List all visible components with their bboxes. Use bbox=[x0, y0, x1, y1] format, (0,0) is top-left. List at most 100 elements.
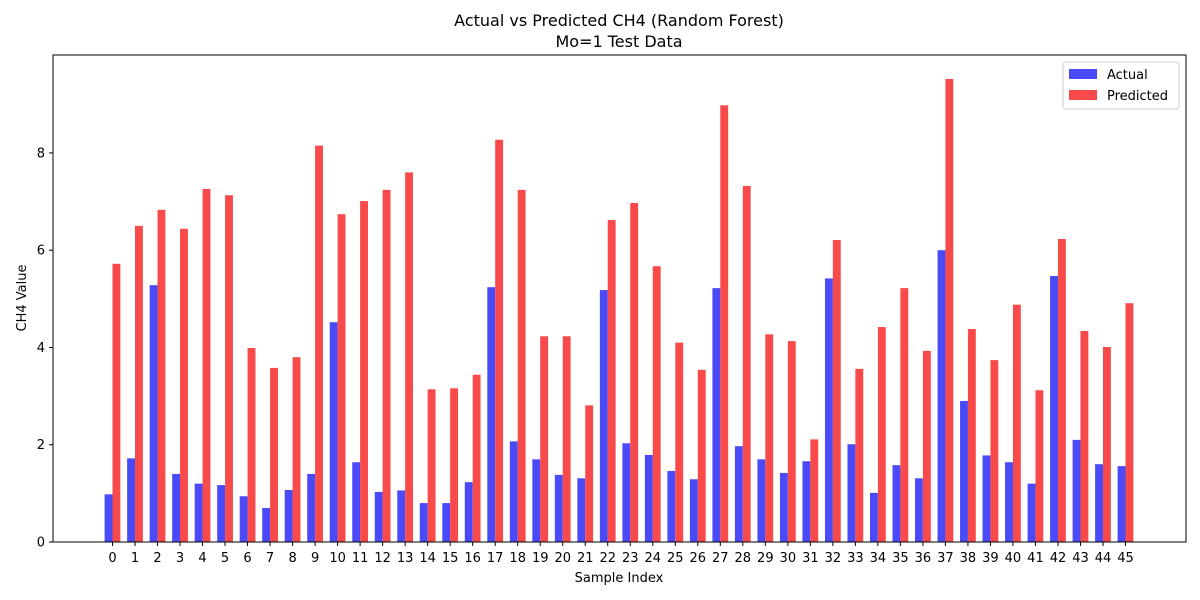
bar-actual-38 bbox=[960, 400, 968, 542]
x-tick-label: 26 bbox=[690, 551, 707, 566]
bar-predicted-2 bbox=[157, 209, 166, 543]
bar-predicted-13 bbox=[405, 172, 414, 542]
bar-predicted-28 bbox=[742, 185, 751, 543]
x-tick-label: 13 bbox=[397, 551, 414, 566]
bar-actual-42 bbox=[1050, 275, 1058, 542]
bar-actual-18 bbox=[509, 441, 518, 542]
x-tick-label: 25 bbox=[667, 551, 684, 566]
x-tick-label: 33 bbox=[847, 551, 864, 566]
y-tick-label: 0 bbox=[37, 536, 45, 551]
bar-predicted-31 bbox=[810, 439, 819, 542]
x-axis-label: Sample Index bbox=[575, 571, 664, 586]
bar-predicted-27 bbox=[720, 105, 729, 542]
bar-predicted-8 bbox=[292, 357, 301, 542]
bar-actual-0 bbox=[104, 494, 113, 542]
x-tick-label: 28 bbox=[735, 551, 752, 566]
bar-actual-31 bbox=[802, 461, 811, 542]
x-tick-label: 22 bbox=[599, 551, 616, 566]
x-tick-label: 35 bbox=[892, 551, 909, 566]
bar-predicted-38 bbox=[967, 328, 976, 542]
x-tick-label: 5 bbox=[221, 551, 229, 566]
bar-predicted-30 bbox=[787, 341, 796, 542]
bar-predicted-10 bbox=[337, 214, 346, 542]
x-tick-label: 18 bbox=[509, 551, 526, 566]
legend: Actual Predicted bbox=[1062, 61, 1180, 110]
x-tick-label: 14 bbox=[419, 551, 436, 566]
x-tick-label: 24 bbox=[644, 551, 661, 566]
bar-actual-44 bbox=[1095, 464, 1103, 542]
x-tick-label: 9 bbox=[311, 551, 319, 566]
bar-actual-43 bbox=[1072, 439, 1081, 542]
bar-actual-33 bbox=[847, 444, 856, 542]
x-tick-label: 16 bbox=[464, 551, 481, 566]
bar-predicted-37 bbox=[945, 79, 954, 542]
x-tick-label: 34 bbox=[870, 551, 887, 566]
bar-predicted-35 bbox=[900, 288, 909, 542]
bar-actual-27 bbox=[712, 288, 721, 542]
bar-actual-45 bbox=[1117, 466, 1126, 542]
bar-predicted-25 bbox=[675, 342, 684, 542]
bar-predicted-44 bbox=[1102, 346, 1111, 542]
x-tick-label: 12 bbox=[374, 551, 391, 566]
bar-predicted-18 bbox=[517, 189, 526, 543]
bar-predicted-39 bbox=[990, 360, 999, 542]
bar-predicted-29 bbox=[765, 334, 774, 542]
x-tick-label: 21 bbox=[577, 551, 594, 566]
y-tick-label: 6 bbox=[37, 244, 45, 259]
x-tick-label: 17 bbox=[487, 551, 504, 566]
x-tick-label: 39 bbox=[982, 551, 999, 566]
bar-predicted-1 bbox=[135, 225, 143, 543]
bar-actual-17 bbox=[487, 287, 496, 542]
x-tick-label: 3 bbox=[176, 551, 184, 566]
x-tick-label: 40 bbox=[1005, 551, 1022, 566]
x-tick-label: 38 bbox=[960, 551, 977, 566]
bar-actual-8 bbox=[284, 489, 293, 542]
bar-actual-32 bbox=[824, 278, 833, 542]
bar-predicted-5 bbox=[225, 195, 233, 543]
bar-actual-23 bbox=[622, 443, 631, 542]
y-tick-label: 8 bbox=[37, 146, 45, 161]
y-tick-label: 2 bbox=[37, 438, 45, 453]
bar-actual-21 bbox=[577, 478, 586, 542]
bar-predicted-43 bbox=[1080, 330, 1089, 542]
bar-predicted-16 bbox=[472, 374, 481, 542]
bar-actual-5 bbox=[217, 485, 226, 542]
bar-predicted-11 bbox=[360, 201, 369, 542]
x-tick-label: 20 bbox=[554, 551, 571, 566]
x-tick-label: 11 bbox=[352, 551, 369, 566]
bar-actual-4 bbox=[194, 483, 203, 542]
bar-actual-41 bbox=[1027, 483, 1036, 542]
bar-actual-28 bbox=[734, 446, 743, 542]
bar-actual-2 bbox=[149, 285, 158, 542]
bar-actual-30 bbox=[779, 472, 788, 542]
bar-actual-25 bbox=[667, 470, 676, 542]
bar-actual-1 bbox=[127, 458, 136, 542]
x-tick-label: 31 bbox=[802, 551, 819, 566]
x-tick-label: 44 bbox=[1095, 551, 1112, 566]
bar-actual-9 bbox=[307, 473, 316, 542]
plot-frame bbox=[52, 54, 1187, 543]
x-tick-label: 7 bbox=[266, 551, 274, 566]
x-tick-label: 10 bbox=[329, 551, 346, 566]
x-tick-label: 29 bbox=[757, 551, 774, 566]
bar-actual-29 bbox=[757, 459, 766, 542]
legend-swatch-predicted bbox=[1069, 90, 1097, 100]
x-tick-label: 30 bbox=[780, 551, 797, 566]
bar-actual-35 bbox=[892, 465, 901, 542]
chart-title: Actual vs Predicted CH4 (Random Forest) bbox=[454, 11, 784, 30]
bar-predicted-22 bbox=[607, 220, 616, 542]
x-tick-label: 27 bbox=[712, 551, 729, 566]
x-tick-label: 43 bbox=[1072, 551, 1089, 566]
bar-predicted-20 bbox=[562, 336, 571, 542]
bar-actual-10 bbox=[329, 322, 338, 542]
bar-actual-20 bbox=[554, 474, 563, 542]
bar-predicted-17 bbox=[495, 139, 504, 542]
x-tick-label: 36 bbox=[915, 551, 932, 566]
bar-predicted-26 bbox=[697, 369, 706, 542]
bar-predicted-14 bbox=[427, 389, 436, 542]
legend-swatch-actual bbox=[1069, 69, 1097, 79]
bar-predicted-42 bbox=[1057, 239, 1066, 542]
bar-actual-40 bbox=[1005, 462, 1013, 542]
x-tick-label: 2 bbox=[153, 551, 161, 566]
